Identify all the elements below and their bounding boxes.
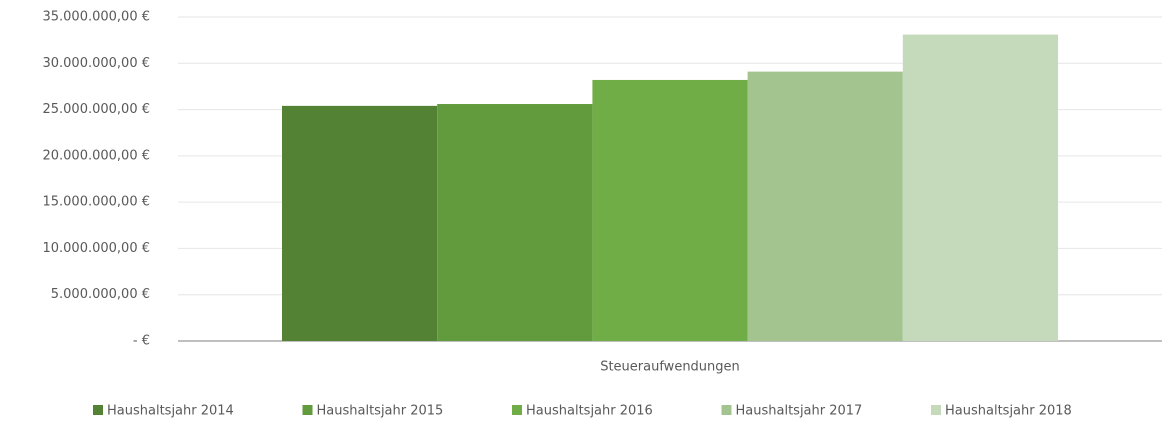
bar bbox=[282, 105, 438, 342]
legend-label: Haushaltsjahr 2015 bbox=[317, 404, 444, 419]
legend-swatch bbox=[512, 405, 522, 415]
legend-swatch bbox=[931, 405, 941, 415]
legend-label: Haushaltsjahr 2017 bbox=[736, 404, 863, 419]
legend-swatch bbox=[302, 405, 313, 415]
x-tick-label: Steueraufwendungen bbox=[600, 360, 740, 375]
legend-swatch bbox=[721, 405, 732, 415]
y-tick-label: - € bbox=[133, 334, 150, 349]
y-tick-label: 30.000.000,00 € bbox=[42, 56, 150, 71]
y-tick-label: 15.000.000,00 € bbox=[42, 195, 150, 210]
legend-label: Haushaltsjahr 2014 bbox=[107, 404, 234, 419]
bar bbox=[592, 79, 748, 341]
bar bbox=[902, 34, 1058, 342]
y-tick-label: 5.000.000,00 € bbox=[51, 287, 150, 302]
bar bbox=[747, 71, 903, 342]
legend-label: Haushaltsjahr 2016 bbox=[526, 404, 653, 419]
y-tick-label: 25.000.000,00 € bbox=[42, 102, 150, 117]
legend-swatch bbox=[93, 405, 103, 415]
bar bbox=[437, 104, 593, 341]
y-tick-label: 35.000.000,00 € bbox=[42, 10, 150, 25]
y-tick-label: 10.000.000,00 € bbox=[42, 241, 150, 256]
y-tick-label: 20.000.000,00 € bbox=[42, 148, 150, 163]
legend-label: Haushaltsjahr 2018 bbox=[945, 404, 1072, 419]
